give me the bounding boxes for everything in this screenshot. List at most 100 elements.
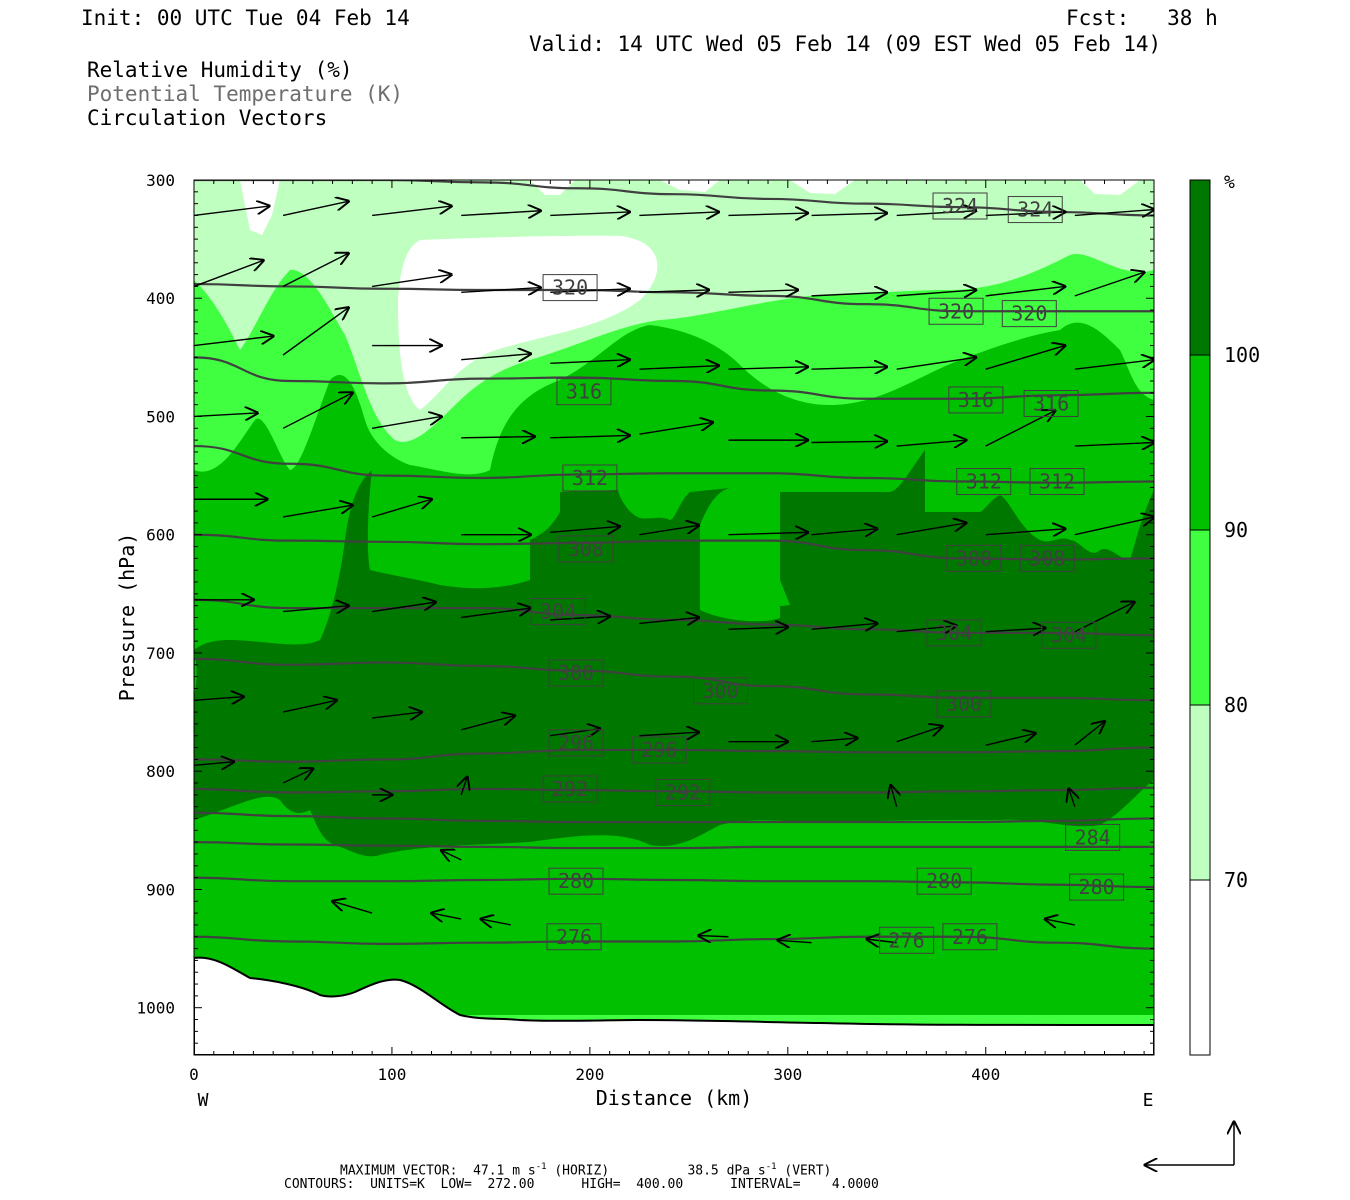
circulation-vector [1074, 602, 1134, 633]
theta-label-box [693, 677, 749, 705]
field-label-vectors: Circulation Vectors [87, 106, 328, 130]
circulation-vector [1074, 360, 1154, 370]
theta-label-box [542, 274, 598, 302]
x-axis-title: Distance (km) [596, 1086, 753, 1110]
theta-label-text: 312 [1039, 470, 1075, 494]
colorbar-swatch-90 [1189, 354, 1211, 531]
circulation-vector [811, 738, 858, 742]
y-tick-label: 900 [146, 880, 175, 899]
theta-label-text: 280 [558, 869, 594, 893]
theta-label-text: 320 [552, 276, 588, 300]
circulation-vector [372, 416, 441, 430]
rh-below-70-region [790, 180, 855, 194]
circulation-vector [372, 206, 451, 217]
theta-label-text: 280 [1079, 875, 1115, 899]
max-horiz-exponent: -1 [535, 1162, 547, 1172]
theta-label-box [1069, 873, 1125, 901]
theta-label-box [558, 535, 614, 563]
circulation-vector [282, 700, 336, 713]
circulation-vector [896, 211, 976, 216]
colorbar-label-100: 100 [1224, 343, 1260, 367]
theta-label-312: 312 [562, 464, 618, 492]
circulation-vector [194, 762, 234, 766]
circulation-vector [985, 212, 1065, 216]
theta-label-text: 320 [1011, 302, 1047, 326]
theta-label-324: 324 [932, 192, 988, 220]
circulation-vector [461, 716, 514, 731]
theta-label-box [928, 297, 984, 325]
circulation-vector [896, 440, 966, 446]
colorbar-unit: % [1224, 172, 1235, 193]
theta-label-box [1019, 544, 1075, 572]
theta-label-280: 280 [916, 867, 972, 895]
circulation-vector [282, 393, 352, 429]
theta-label-304: 304 [926, 619, 982, 647]
theta-label-280: 280 [1069, 873, 1125, 901]
circulation-vector [639, 366, 718, 370]
max-vector-label: MAXIMUM VECTOR: [340, 1163, 458, 1179]
y-tick-label: 700 [146, 644, 175, 663]
y-tick-label: 300 [146, 171, 175, 190]
theta-contour-312 [194, 444, 1154, 484]
field-label-theta: Potential Temperature (K) [87, 82, 404, 106]
theta-label-box [548, 729, 604, 757]
circulation-vector [372, 602, 435, 613]
theta-label-300: 300 [693, 677, 749, 705]
theta-label-text: 316 [566, 380, 602, 404]
y-tick-label: 1000 [136, 999, 175, 1018]
theta-label-box [542, 775, 598, 803]
circulation-vector [811, 441, 887, 442]
circulation-vector [282, 201, 348, 217]
circulation-vector [728, 532, 807, 534]
circulation-vector [461, 777, 467, 796]
circulation-vector [550, 435, 629, 437]
theta-label-text: 292 [552, 777, 588, 801]
max-horiz-tag: (HORIZ) [554, 1163, 610, 1179]
circulation-vector [461, 211, 540, 216]
theta-labels: 276 276 276 280 280 280 284 292 292 296 296 300 300 3… [530, 192, 1125, 954]
theta-label-308: 308 [1019, 544, 1075, 572]
theta-label-text: 300 [946, 692, 982, 716]
x-end-label-east: E [1143, 1090, 1154, 1111]
theta-label-box [655, 779, 711, 806]
colorbar-label-80: 80 [1224, 693, 1248, 717]
reference-vector [1145, 1122, 1234, 1165]
circulation-vector [985, 529, 1065, 535]
axes: 0 100 200 300 400 300 400 500 600 700 800 900 1000 [136, 171, 1154, 1084]
circulation-vector [550, 526, 619, 532]
circulation-vector [461, 608, 530, 619]
plot-area [194, 180, 1154, 1055]
circulation-vector [811, 367, 887, 369]
theta-label-box [948, 386, 1004, 414]
circulation-vector [283, 606, 348, 612]
terrain [194, 956, 1154, 1055]
circulation-vector [896, 357, 976, 370]
circulation-vector [699, 936, 729, 937]
theta-label-296: 296 [548, 729, 604, 757]
circulation-vector [985, 733, 1035, 746]
circulation-vector [461, 354, 530, 360]
colorbar-label-70: 70 [1224, 868, 1248, 892]
theta-label-text: 276 [889, 928, 925, 952]
theta-label-text: 300 [558, 661, 594, 685]
circulation-vector [1069, 789, 1075, 807]
circulation-vector [639, 525, 698, 536]
circulation-vector [728, 367, 807, 369]
theta-label-300: 300 [936, 690, 992, 718]
circulation-vector [639, 290, 708, 292]
circulation-vector [371, 499, 431, 518]
theta-label-308: 308 [558, 535, 614, 563]
y-tick-label: 500 [146, 407, 175, 426]
rh-below-70-region [1080, 180, 1140, 195]
theta-label-text: 324 [942, 194, 978, 218]
circulation-vector [985, 286, 1065, 297]
theta-label-text: 308 [1029, 546, 1065, 570]
theta-contour-320 [194, 282, 1154, 313]
max-vert-exponent: -1 [765, 1162, 777, 1172]
circulation-vector [481, 919, 511, 925]
theta-contour-292 [194, 786, 1154, 794]
circulation-vector [985, 346, 1065, 370]
theta-label-box [1007, 196, 1063, 224]
theta-label-320: 320 [1001, 300, 1057, 328]
